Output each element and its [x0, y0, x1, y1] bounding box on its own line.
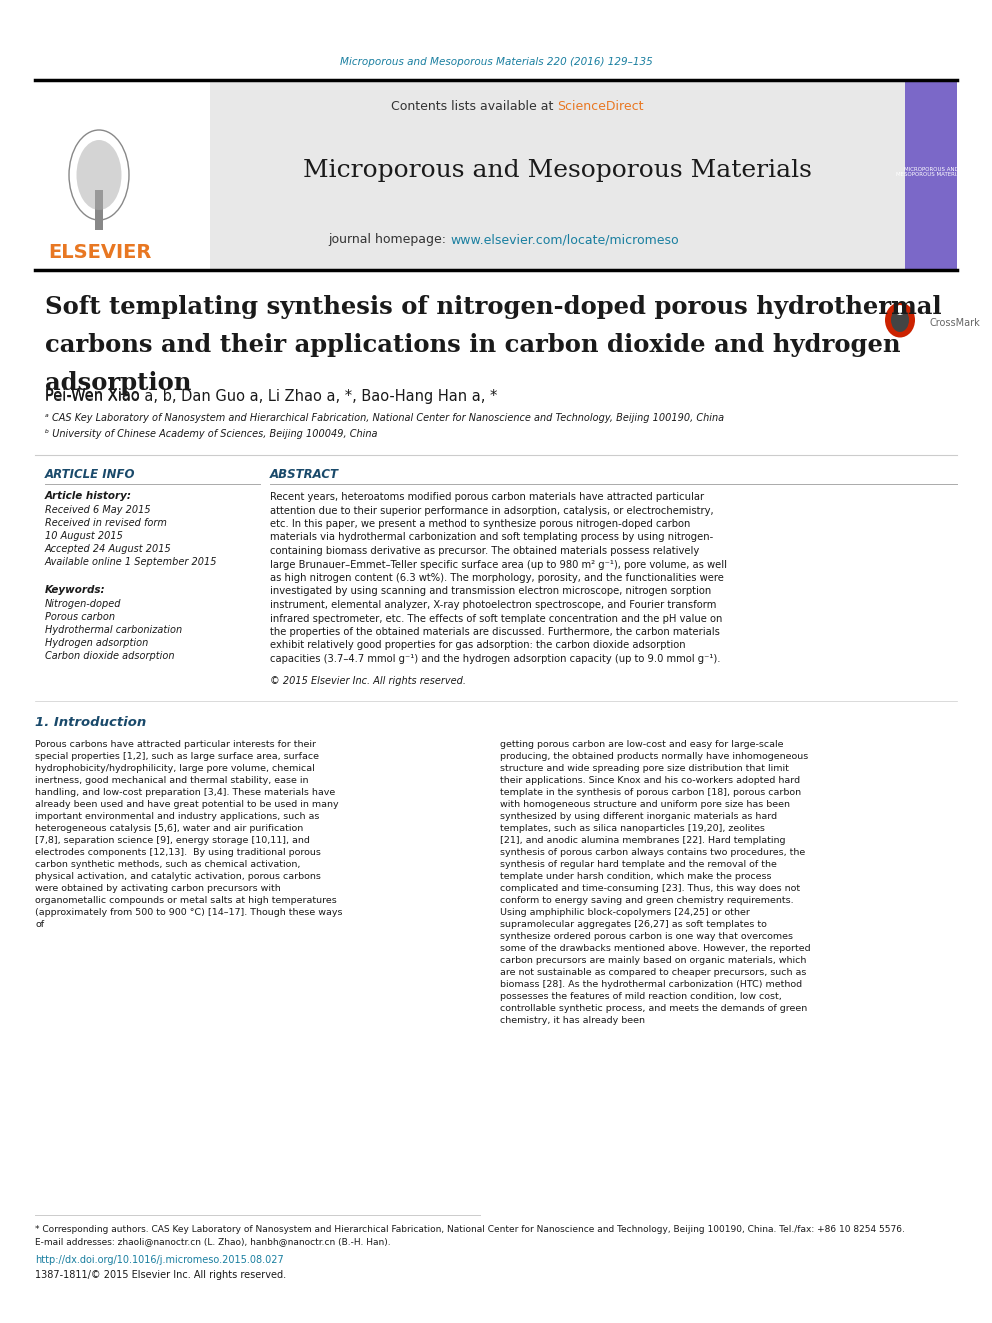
Text: Accepted 24 August 2015: Accepted 24 August 2015 [45, 544, 172, 554]
Text: Hydrogen adsorption: Hydrogen adsorption [45, 638, 148, 648]
Text: Received 6 May 2015: Received 6 May 2015 [45, 505, 151, 515]
Text: adsorption: adsorption [45, 370, 191, 396]
Text: structure and wide spreading pore size distribution that limit: structure and wide spreading pore size d… [500, 763, 789, 773]
Text: Contents lists available at: Contents lists available at [391, 99, 557, 112]
Text: http://dx.doi.org/10.1016/j.micromeso.2015.08.027: http://dx.doi.org/10.1016/j.micromeso.20… [35, 1256, 284, 1265]
Text: ᵃ CAS Key Laboratory of Nanosystem and Hierarchical Fabrication, National Center: ᵃ CAS Key Laboratory of Nanosystem and H… [45, 413, 724, 423]
Text: (approximately from 500 to 900 °C) [14–17]. Though these ways: (approximately from 500 to 900 °C) [14–1… [35, 908, 342, 917]
Text: hydrophobicity/hydrophilicity, large pore volume, chemical: hydrophobicity/hydrophilicity, large por… [35, 763, 314, 773]
Text: journal homepage:: journal homepage: [328, 233, 450, 246]
Ellipse shape [885, 303, 915, 337]
Text: instrument, elemental analyzer, X-ray photoelectron spectroscope, and Fourier tr: instrument, elemental analyzer, X-ray ph… [270, 601, 716, 610]
Bar [35, 79, 957, 270]
Text: conform to energy saving and green chemistry requirements.: conform to energy saving and green chemi… [500, 896, 794, 905]
Text: special properties [1,2], such as large surface area, surface: special properties [1,2], such as large … [35, 751, 319, 761]
Text: the properties of the obtained materials are discussed. Furthermore, the carbon : the properties of the obtained materials… [270, 627, 720, 636]
Bar [35, 79, 210, 270]
Text: heterogeneous catalysis [5,6], water and air purification: heterogeneous catalysis [5,6], water and… [35, 824, 304, 833]
Text: synthesis of porous carbon always contains two procedures, the: synthesis of porous carbon always contai… [500, 848, 806, 857]
Ellipse shape [895, 306, 905, 315]
Text: electrodes components [12,13].  By using traditional porous: electrodes components [12,13]. By using … [35, 848, 320, 857]
Text: already been used and have great potential to be used in many: already been used and have great potenti… [35, 800, 338, 808]
Text: physical activation, and catalytic activation, porous carbons: physical activation, and catalytic activ… [35, 872, 320, 881]
Text: synthesized by using different inorganic materials as hard: synthesized by using different inorganic… [500, 812, 777, 822]
Text: * Corresponding authors. CAS Key Laboratory of Nanosystem and Hierarchical Fabri: * Corresponding authors. CAS Key Laborat… [35, 1225, 905, 1233]
Text: E-mail addresses: zhaoli@nanoctr.cn (L. Zhao), hanbh@nanoctr.cn (B.-H. Han).: E-mail addresses: zhaoli@nanoctr.cn (L. … [35, 1237, 391, 1246]
Text: Recent years, heteroatoms modified porous carbon materials have attracted partic: Recent years, heteroatoms modified porou… [270, 492, 704, 501]
Text: ELSEVIER: ELSEVIER [49, 242, 152, 262]
Text: Microporous and Mesoporous Materials: Microporous and Mesoporous Materials [303, 159, 811, 181]
Text: exhibit relatively good properties for gas adsorption: the carbon dioxide adsorp: exhibit relatively good properties for g… [270, 640, 685, 651]
Text: carbon synthetic methods, such as chemical activation,: carbon synthetic methods, such as chemic… [35, 860, 301, 869]
Text: templates, such as silica nanoparticles [19,20], zeolites: templates, such as silica nanoparticles … [500, 824, 765, 833]
Text: important environmental and industry applications, such as: important environmental and industry app… [35, 812, 319, 822]
Text: CrossMark: CrossMark [930, 318, 981, 328]
Ellipse shape [891, 308, 909, 332]
Text: organometallic compounds or metal salts at high temperatures: organometallic compounds or metal salts … [35, 896, 336, 905]
Text: Hydrothermal carbonization: Hydrothermal carbonization [45, 624, 183, 635]
Text: of: of [35, 919, 44, 929]
Text: www.elsevier.com/locate/micromeso: www.elsevier.com/locate/micromeso [450, 233, 679, 246]
Text: Keywords:: Keywords: [45, 585, 105, 595]
Text: containing biomass derivative as precursor. The obtained materials possess relat: containing biomass derivative as precurs… [270, 546, 699, 556]
Text: 1. Introduction: 1. Introduction [35, 716, 146, 729]
Text: investigated by using scanning and transmission electron microscope, nitrogen so: investigated by using scanning and trans… [270, 586, 711, 597]
Ellipse shape [76, 140, 121, 210]
Text: template in the synthesis of porous carbon [18], porous carbon: template in the synthesis of porous carb… [500, 789, 802, 796]
Text: MICROPOROUS AND
MESOPOROUS MATERIALS: MICROPOROUS AND MESOPOROUS MATERIALS [896, 167, 966, 177]
Text: handling, and low-cost preparation [3,4]. These materials have: handling, and low-cost preparation [3,4]… [35, 789, 335, 796]
Text: 10 August 2015: 10 August 2015 [45, 531, 123, 541]
Text: complicated and time-consuming [23]. Thus, this way does not: complicated and time-consuming [23]. Thu… [500, 884, 801, 893]
Text: Received in revised form: Received in revised form [45, 519, 167, 528]
Text: Pei-Wen Xiao a, b, Dan Guo a, Li Zhao a, *, Bao-Hang Han a, *: Pei-Wen Xiao a, b, Dan Guo a, Li Zhao a,… [45, 389, 497, 404]
Text: producing, the obtained products normally have inhomogeneous: producing, the obtained products normall… [500, 751, 808, 761]
Text: synthesize ordered porous carbon is one way that overcomes: synthesize ordered porous carbon is one … [500, 931, 793, 941]
Text: infrared spectrometer, etc. The effects of soft template concentration and the p: infrared spectrometer, etc. The effects … [270, 614, 722, 623]
Text: Available online 1 September 2015: Available online 1 September 2015 [45, 557, 217, 568]
Text: supramolecular aggregates [26,27] as soft templates to: supramolecular aggregates [26,27] as sof… [500, 919, 767, 929]
Text: were obtained by activating carbon precursors with: were obtained by activating carbon precu… [35, 884, 281, 893]
Text: possesses the features of mild reaction condition, low cost,: possesses the features of mild reaction … [500, 992, 782, 1002]
Text: capacities (3.7–4.7 mmol g⁻¹) and the hydrogen adsorption capacity (up to 9.0 mm: capacities (3.7–4.7 mmol g⁻¹) and the hy… [270, 654, 720, 664]
Text: carbons and their applications in carbon dioxide and hydrogen: carbons and their applications in carbon… [45, 333, 901, 357]
Text: ARTICLE INFO: ARTICLE INFO [45, 468, 136, 482]
Text: Article history:: Article history: [45, 491, 132, 501]
Text: etc. In this paper, we present a method to synthesize porous nitrogen-doped carb: etc. In this paper, we present a method … [270, 519, 690, 529]
Text: controllable synthetic process, and meets the demands of green: controllable synthetic process, and meet… [500, 1004, 807, 1013]
Text: Using amphiphilic block-copolymers [24,25] or other: Using amphiphilic block-copolymers [24,2… [500, 908, 750, 917]
Text: large Brunauer–Emmet–Teller specific surface area (up to 980 m² g⁻¹), pore volum: large Brunauer–Emmet–Teller specific sur… [270, 560, 727, 569]
Text: Porous carbons have attracted particular interests for their: Porous carbons have attracted particular… [35, 740, 316, 749]
Text: Porous carbon: Porous carbon [45, 613, 115, 622]
Text: ScienceDirect: ScienceDirect [557, 99, 644, 112]
Text: are not sustainable as compared to cheaper precursors, such as: are not sustainable as compared to cheap… [500, 968, 806, 976]
Text: synthesis of regular hard template and the removal of the: synthesis of regular hard template and t… [500, 860, 777, 869]
Bar [95, 191, 103, 230]
Text: template under harsh condition, which make the process: template under harsh condition, which ma… [500, 872, 772, 881]
Text: [7,8], separation science [9], energy storage [10,11], and: [7,8], separation science [9], energy st… [35, 836, 310, 845]
Text: inertness, good mechanical and thermal stability, ease in: inertness, good mechanical and thermal s… [35, 777, 309, 785]
Bar [905, 79, 957, 270]
Text: as high nitrogen content (6.3 wt%). The morphology, porosity, and the functional: as high nitrogen content (6.3 wt%). The … [270, 573, 724, 583]
Text: Soft templating synthesis of nitrogen-doped porous hydrothermal: Soft templating synthesis of nitrogen-do… [45, 295, 941, 319]
Text: some of the drawbacks mentioned above. However, the reported: some of the drawbacks mentioned above. H… [500, 945, 810, 953]
Text: Microporous and Mesoporous Materials 220 (2016) 129–135: Microporous and Mesoporous Materials 220… [339, 57, 653, 67]
Text: materials via hydrothermal carbonization and soft templating process by using ni: materials via hydrothermal carbonization… [270, 532, 713, 542]
Text: carbon precursors are mainly based on organic materials, which: carbon precursors are mainly based on or… [500, 957, 806, 964]
Text: Nitrogen-doped: Nitrogen-doped [45, 599, 121, 609]
Text: [21], and anodic alumina membranes [22]. Hard templating: [21], and anodic alumina membranes [22].… [500, 836, 786, 845]
Text: their applications. Since Knox and his co-workers adopted hard: their applications. Since Knox and his c… [500, 777, 801, 785]
Text: ABSTRACT: ABSTRACT [270, 468, 339, 482]
Text: with homogeneous structure and uniform pore size has been: with homogeneous structure and uniform p… [500, 800, 790, 808]
Bar [210, 79, 905, 270]
Text: attention due to their superior performance in adsorption, catalysis, or electro: attention due to their superior performa… [270, 505, 713, 516]
Text: © 2015 Elsevier Inc. All rights reserved.: © 2015 Elsevier Inc. All rights reserved… [270, 676, 466, 685]
Text: Carbon dioxide adsorption: Carbon dioxide adsorption [45, 651, 175, 662]
Text: getting porous carbon are low-cost and easy for large-scale: getting porous carbon are low-cost and e… [500, 740, 784, 749]
Text: biomass [28]. As the hydrothermal carbonization (HTC) method: biomass [28]. As the hydrothermal carbon… [500, 980, 803, 990]
Text: ᵇ University of Chinese Academy of Sciences, Beijing 100049, China: ᵇ University of Chinese Academy of Scien… [45, 429, 378, 439]
Text: Pei-Wen Xiao: Pei-Wen Xiao [45, 389, 145, 404]
Text: 1387-1811/© 2015 Elsevier Inc. All rights reserved.: 1387-1811/© 2015 Elsevier Inc. All right… [35, 1270, 286, 1279]
Text: chemistry, it has already been: chemistry, it has already been [500, 1016, 645, 1025]
